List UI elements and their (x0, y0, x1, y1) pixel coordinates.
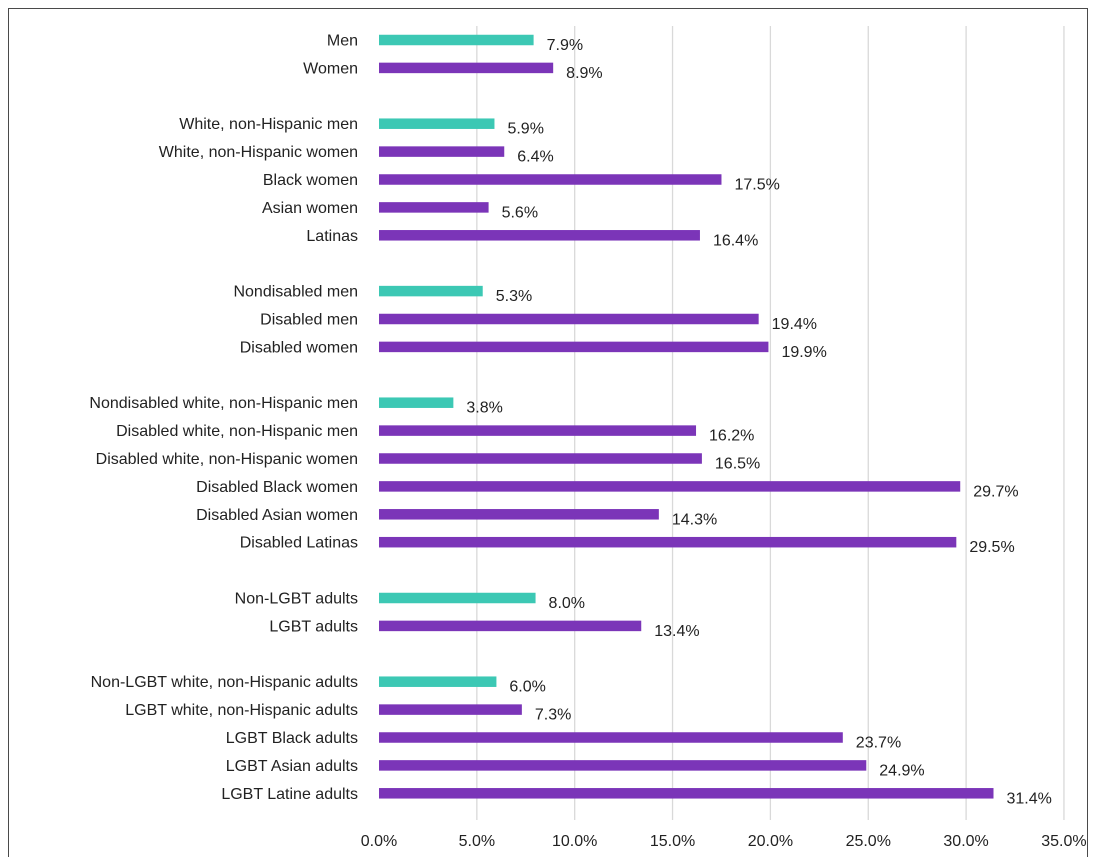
x-tick-label: 20.0% (748, 833, 793, 850)
bars (379, 34, 994, 799)
bar (379, 313, 759, 325)
category-label: LGBT white, non-Hispanic adults (125, 702, 358, 719)
bar (379, 341, 769, 353)
category-label: Black women (263, 172, 358, 189)
bar (379, 230, 700, 241)
category-label: Disabled men (260, 312, 358, 329)
data-label: 29.5% (969, 539, 1014, 556)
category-label: Latinas (306, 228, 358, 245)
bar (379, 174, 722, 185)
bar (379, 536, 957, 548)
bar (379, 676, 497, 687)
data-label: 13.4% (654, 623, 699, 640)
bar (379, 118, 495, 129)
data-label: 7.9% (547, 37, 583, 54)
category-label: Disabled Latinas (240, 535, 358, 552)
category-label: Disabled Black women (196, 479, 358, 496)
bar (379, 202, 489, 213)
x-tick-label: 15.0% (650, 833, 695, 850)
bar (379, 146, 505, 157)
category-label: Women (303, 60, 358, 77)
bar (379, 592, 536, 604)
category-label: Non-LGBT adults (235, 591, 358, 608)
data-label: 5.9% (507, 121, 543, 138)
bar (379, 509, 659, 520)
data-label: 29.7% (973, 483, 1018, 500)
gridlines (476, 26, 1065, 820)
x-tick-label: 25.0% (846, 833, 891, 850)
data-label: 5.6% (502, 204, 538, 221)
data-label: 17.5% (734, 177, 779, 194)
category-label: Non-LGBT white, non-Hispanic adults (91, 674, 358, 691)
data-label: 5.3% (496, 288, 532, 305)
bar (379, 481, 961, 492)
data-label: 16.4% (713, 232, 758, 249)
x-tick-label: 10.0% (552, 833, 597, 850)
chart-frame (8, 8, 1088, 857)
category-label: LGBT Asian adults (226, 758, 358, 775)
bar (379, 34, 534, 46)
category-label: Disabled white, non-Hispanic men (116, 423, 358, 440)
value-labels: 7.9% 8.9% 5.9% 6.4% 17.5% 5.6% 16.4% 5.3% 19.4% 1… (466, 37, 1052, 807)
category-labels: Men Women White, non-Hispanic men White, no… (89, 33, 358, 803)
bar (379, 397, 454, 408)
x-tick-label: 35.0% (1041, 833, 1086, 850)
category-label: Disabled white, non-Hispanic women (96, 451, 358, 468)
data-label: 16.5% (715, 456, 760, 473)
category-label: Men (327, 33, 358, 50)
bar (379, 62, 554, 74)
data-label: 8.0% (549, 595, 585, 612)
category-label: LGBT adults (269, 618, 358, 635)
data-label: 6.4% (517, 149, 553, 166)
bar (379, 453, 702, 464)
category-label: LGBT Black adults (226, 730, 358, 747)
data-label: 24.9% (879, 762, 924, 779)
bar (379, 704, 522, 715)
category-label: Nondisabled men (233, 284, 358, 301)
category-label: White, non-Hispanic women (159, 144, 358, 161)
x-tick-label: 0.0% (361, 833, 397, 850)
bar (379, 788, 994, 799)
data-label: 8.9% (566, 65, 602, 82)
data-label: 7.3% (535, 707, 571, 724)
data-label: 19.4% (772, 316, 817, 333)
data-label: 19.9% (781, 344, 826, 361)
category-label: Disabled Asian women (196, 507, 358, 524)
category-label: Nondisabled white, non-Hispanic men (89, 395, 358, 412)
data-label: 31.4% (1006, 790, 1051, 807)
data-label: 6.0% (509, 679, 545, 696)
data-label: 16.2% (709, 428, 754, 445)
x-tick-label: 5.0% (459, 833, 495, 850)
data-label: 14.3% (672, 511, 717, 528)
category-label: Asian women (262, 200, 358, 217)
bar (379, 732, 843, 743)
category-label: White, non-Hispanic men (179, 116, 358, 133)
bar (379, 425, 697, 436)
bar (379, 760, 867, 771)
data-label: 3.8% (466, 400, 502, 417)
category-label: LGBT Latine adults (221, 786, 358, 803)
x-tick-label: 30.0% (943, 833, 988, 850)
data-label: 23.7% (856, 735, 901, 752)
x-axis-tick-labels: 0.0% 5.0% 10.0% 15.0% 20.0% 25.0% 30.0% 35.0% (361, 833, 1087, 850)
category-label: Disabled women (240, 339, 358, 356)
bar (379, 285, 483, 297)
bar (379, 620, 642, 632)
